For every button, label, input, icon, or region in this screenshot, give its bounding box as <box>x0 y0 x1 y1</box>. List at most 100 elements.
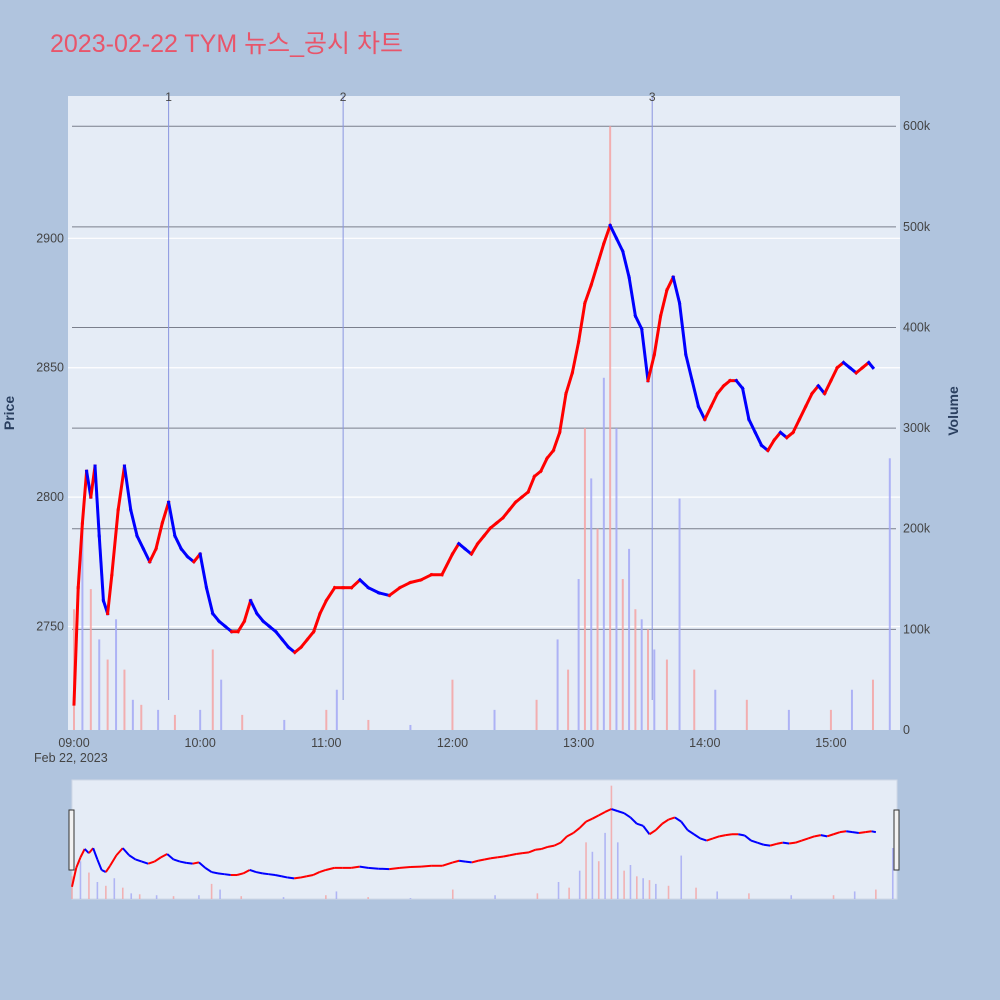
range-slider-price <box>858 831 866 834</box>
range-slider-price <box>96 859 103 871</box>
price-candle <box>357 577 371 590</box>
range-slider-volume <box>585 842 587 899</box>
volume-bar <box>98 639 101 730</box>
range-slider-price <box>846 830 853 834</box>
price-candle <box>280 637 291 650</box>
range-slider-left-handle[interactable] <box>68 809 75 871</box>
x-tick-label: 13:00 <box>563 736 594 750</box>
range-slider-price <box>516 852 523 855</box>
range-slider-price <box>801 837 809 842</box>
range-slider-price <box>268 873 276 877</box>
price-candle <box>397 580 413 590</box>
range-slider-volume <box>282 897 285 899</box>
price-candle <box>210 611 222 624</box>
range-slider-price <box>147 860 155 865</box>
range-slider-price <box>738 833 745 837</box>
price-candle <box>809 383 821 396</box>
x-tick-label: 14:00 <box>689 736 720 750</box>
range-slider-price <box>109 854 118 867</box>
range-slider-price <box>553 841 562 847</box>
y2-tick-label: 0 <box>903 723 910 737</box>
range-slider-price <box>105 865 111 873</box>
range-slider-volume <box>616 842 619 899</box>
event-label: 2 <box>340 90 347 104</box>
price-candle <box>135 533 146 551</box>
range-slider-volume <box>325 895 327 899</box>
price-candle <box>408 578 423 585</box>
volume-bar <box>106 659 109 730</box>
event-label: 3 <box>649 90 656 104</box>
range-slider-price <box>559 835 568 844</box>
range-slider-price <box>236 872 244 876</box>
y-tick-label: 2750 <box>36 619 64 633</box>
x-tick-label: 15:00 <box>815 736 846 750</box>
price-candle <box>791 417 802 435</box>
range-slider-price <box>262 872 269 876</box>
price-candle <box>658 288 669 318</box>
volume-bar <box>640 619 643 730</box>
y-tick-label: 2850 <box>36 361 64 375</box>
price-candle <box>866 360 876 370</box>
price-candle <box>627 275 638 318</box>
range-slider-volume <box>604 832 606 899</box>
volume-bar <box>787 709 790 730</box>
price-candle <box>160 500 171 525</box>
price-candle <box>507 500 518 513</box>
range-slider-volume <box>219 889 221 899</box>
range-slider-price <box>166 853 175 861</box>
range-slider-price <box>522 851 530 855</box>
volume-bar <box>596 528 599 730</box>
range-slider-price <box>871 830 877 834</box>
plot-area <box>68 96 900 730</box>
price-candle <box>349 577 363 590</box>
range-slider-volume <box>113 878 116 899</box>
range-slider-price <box>566 832 574 838</box>
price-candle <box>97 534 106 603</box>
range-slider-price <box>101 869 107 873</box>
range-slider-price <box>668 816 676 821</box>
range-slider[interactable] <box>68 779 900 900</box>
price-candle <box>740 386 751 422</box>
price-candle <box>450 541 461 557</box>
range-slider-price <box>528 848 536 854</box>
price-candle <box>166 500 177 538</box>
y2-tick-label: 600k <box>903 119 931 133</box>
x-tick-label: 12:00 <box>437 736 468 750</box>
range-slider-volume <box>680 855 683 899</box>
price-candle <box>746 417 758 435</box>
volume-bar <box>283 719 286 730</box>
range-slider-volume <box>210 883 213 899</box>
volume-bar <box>871 679 874 730</box>
range-slider-price <box>312 871 320 876</box>
range-slider-price <box>807 835 815 840</box>
range-slider-volume <box>597 861 600 899</box>
volume-bar <box>745 699 748 730</box>
price-candle <box>235 619 247 634</box>
range-slider-price <box>674 816 682 823</box>
range-slider-volume <box>335 891 338 899</box>
volume-bar <box>89 589 92 730</box>
price-candle <box>172 533 184 551</box>
price-candle <box>80 469 89 525</box>
volume-bar <box>211 649 214 730</box>
range-slider-bg[interactable] <box>71 779 898 900</box>
range-slider-price <box>661 818 670 825</box>
range-slider-volume <box>130 893 133 899</box>
volume-bar <box>115 619 118 730</box>
range-slider-volume <box>648 880 651 899</box>
price-candle <box>709 391 720 409</box>
range-slider-price <box>826 833 834 838</box>
range-slider-price <box>598 811 606 817</box>
range-slider-price <box>306 874 314 878</box>
range-slider-price <box>173 858 181 863</box>
price-candle <box>652 314 663 357</box>
price-candle <box>72 586 80 706</box>
range-slider-right-handle[interactable] <box>893 809 900 871</box>
range-slider-price <box>204 867 213 873</box>
volume-bar <box>829 709 832 730</box>
range-slider-price <box>687 829 695 836</box>
range-slider-price <box>484 857 492 861</box>
price-candle <box>242 598 253 624</box>
range-slider-price <box>211 871 219 875</box>
volume-bar <box>888 458 891 730</box>
